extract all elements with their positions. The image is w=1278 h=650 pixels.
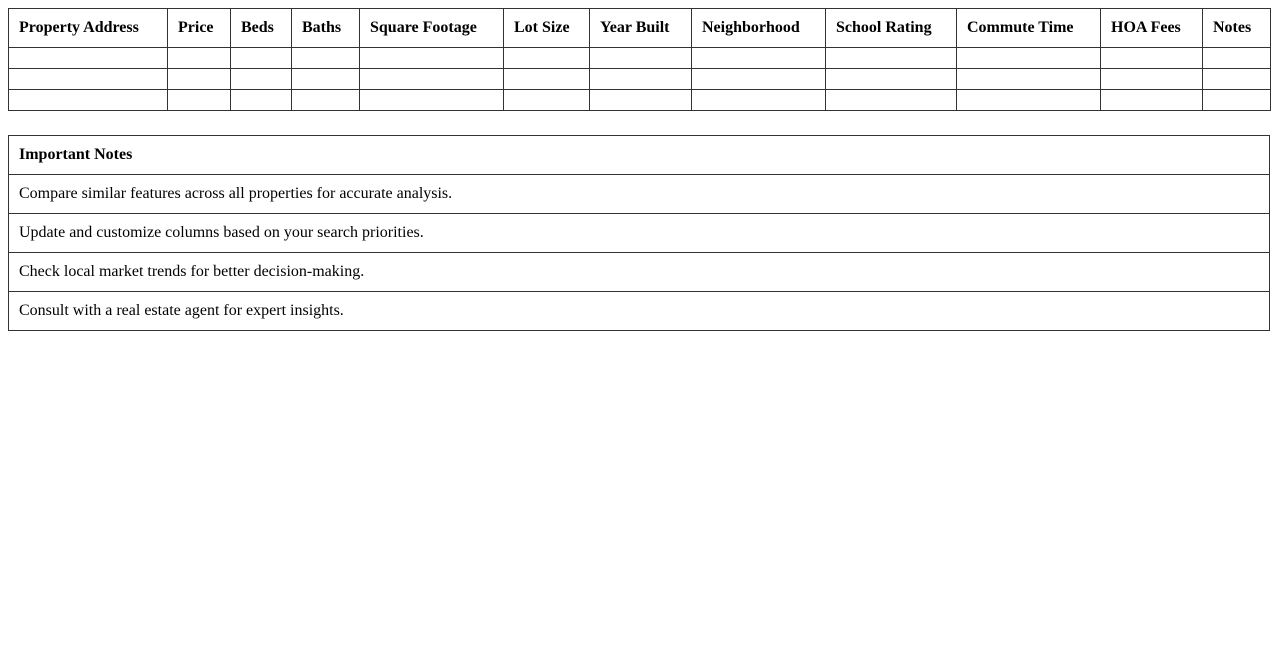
notes-title: Important Notes xyxy=(8,135,1270,175)
note-text: Compare similar features across all prop… xyxy=(8,174,1270,214)
table-cell xyxy=(1202,47,1271,69)
table-cell xyxy=(825,47,957,69)
column-header: School Rating xyxy=(825,8,957,48)
property-comparison-table: Property Address Price Beds Baths Square Foo… xyxy=(8,8,1271,111)
table-cell xyxy=(8,47,168,69)
table-cell xyxy=(359,68,504,90)
table-cell xyxy=(825,68,957,90)
table-cell xyxy=(8,68,168,90)
column-header: Price xyxy=(167,8,231,48)
table-cell xyxy=(956,47,1101,69)
column-header: Lot Size xyxy=(503,8,590,48)
column-header: Commute Time xyxy=(956,8,1101,48)
table-cell xyxy=(230,47,292,69)
table-cell xyxy=(359,89,504,111)
column-header: HOA Fees xyxy=(1100,8,1203,48)
table-cell xyxy=(167,47,231,69)
table-cell xyxy=(956,89,1101,111)
table-cell xyxy=(291,89,360,111)
table-cell xyxy=(589,47,692,69)
note-row: Check local market trends for better dec… xyxy=(8,252,1270,292)
table-cell xyxy=(8,89,168,111)
table-cell xyxy=(503,68,590,90)
table-row xyxy=(8,47,1271,69)
column-header: Beds xyxy=(230,8,292,48)
note-row: Compare similar features across all prop… xyxy=(8,174,1270,214)
notes-header-row: Important Notes xyxy=(8,135,1270,175)
table-cell xyxy=(1202,89,1271,111)
table-cell xyxy=(691,68,826,90)
table-cell xyxy=(1100,68,1203,90)
important-notes-table: Important Notes Compare similar features… xyxy=(8,135,1270,331)
table-cell xyxy=(691,47,826,69)
column-header: Neighborhood xyxy=(691,8,826,48)
table-cell xyxy=(503,47,590,69)
table-cell xyxy=(291,68,360,90)
column-header: Square Footage xyxy=(359,8,504,48)
column-header: Year Built xyxy=(589,8,692,48)
table-cell xyxy=(956,68,1101,90)
table-cell xyxy=(167,89,231,111)
table-cell xyxy=(825,89,957,111)
table-cell xyxy=(291,47,360,69)
table-cell xyxy=(167,68,231,90)
table-cell xyxy=(230,68,292,90)
table-cell xyxy=(230,89,292,111)
note-text: Consult with a real estate agent for exp… xyxy=(8,291,1270,331)
note-row: Update and customize columns based on yo… xyxy=(8,213,1270,253)
table-cell xyxy=(589,68,692,90)
note-text: Check local market trends for better dec… xyxy=(8,252,1270,292)
header-row: Property Address Price Beds Baths Square Foo… xyxy=(8,8,1271,48)
column-header: Baths xyxy=(291,8,360,48)
note-row: Consult with a real estate agent for exp… xyxy=(8,291,1270,331)
note-text: Update and customize columns based on yo… xyxy=(8,213,1270,253)
column-header: Notes xyxy=(1202,8,1271,48)
table-cell xyxy=(1202,68,1271,90)
column-header: Property Address xyxy=(8,8,168,48)
table-cell xyxy=(589,89,692,111)
table-cell xyxy=(1100,89,1203,111)
table-cell xyxy=(503,89,590,111)
table-row xyxy=(8,68,1271,90)
table-row xyxy=(8,89,1271,111)
table-cell xyxy=(1100,47,1203,69)
table-cell xyxy=(359,47,504,69)
table-cell xyxy=(691,89,826,111)
